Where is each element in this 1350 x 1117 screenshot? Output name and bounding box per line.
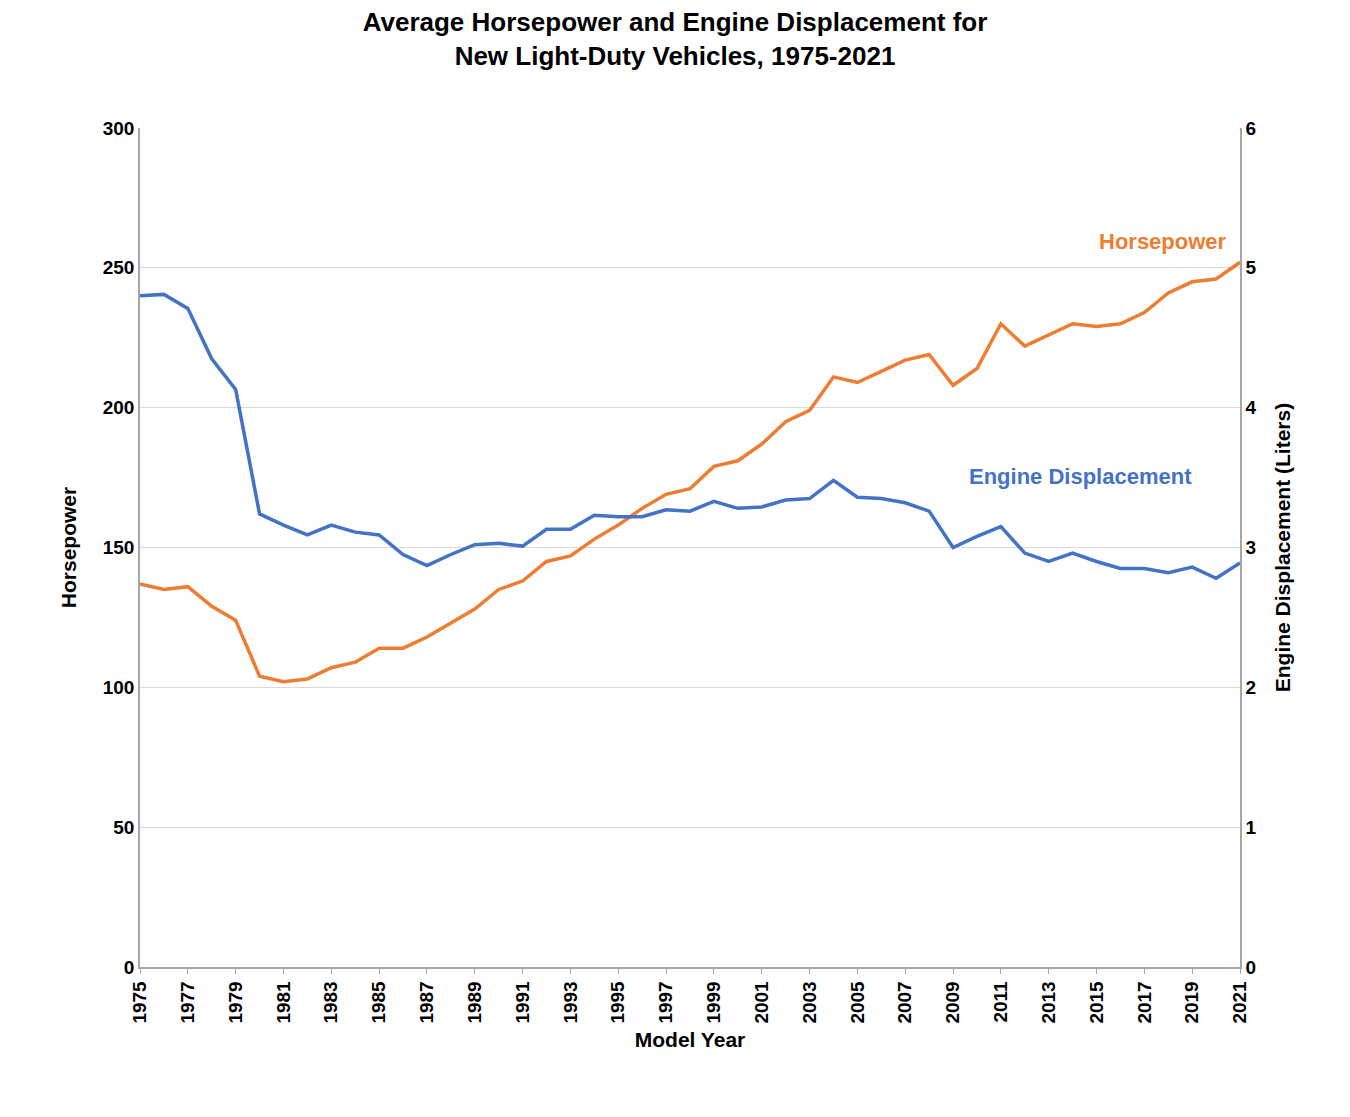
svg-text:150: 150 [103,537,135,558]
svg-text:1991: 1991 [512,981,533,1024]
svg-text:2009: 2009 [942,981,963,1023]
svg-text:1997: 1997 [655,981,676,1023]
svg-text:Engine Displacement (Liters): Engine Displacement (Liters) [1271,403,1294,692]
svg-text:100: 100 [103,677,135,698]
svg-text:1987: 1987 [416,981,437,1023]
svg-text:2013: 2013 [1038,981,1059,1023]
svg-text:1983: 1983 [320,981,341,1023]
svg-text:2007: 2007 [894,981,915,1023]
svg-text:2: 2 [1246,677,1257,698]
svg-text:2021: 2021 [1229,981,1250,1024]
svg-text:6: 6 [1246,118,1257,139]
svg-text:2005: 2005 [847,981,868,1024]
svg-text:5: 5 [1246,257,1257,278]
svg-text:1985: 1985 [368,981,389,1024]
svg-text:2001: 2001 [751,981,772,1024]
svg-text:250: 250 [103,257,135,278]
svg-text:0: 0 [124,957,135,978]
svg-text:2015: 2015 [1086,981,1107,1024]
svg-text:1975: 1975 [129,981,150,1024]
svg-text:2017: 2017 [1134,981,1155,1023]
svg-text:300: 300 [103,118,135,139]
svg-text:Horsepower: Horsepower [1099,229,1227,254]
svg-text:Horsepower: Horsepower [57,487,80,608]
svg-text:Model Year: Model Year [635,1028,746,1051]
svg-text:1: 1 [1246,817,1257,838]
svg-text:2011: 2011 [990,981,1011,1023]
svg-text:2019: 2019 [1181,981,1202,1023]
svg-text:3: 3 [1246,537,1257,558]
svg-text:1999: 1999 [703,981,724,1023]
svg-text:200: 200 [103,397,135,418]
svg-text:1981: 1981 [273,981,294,1024]
svg-text:1995: 1995 [607,981,628,1024]
svg-text:4: 4 [1246,397,1257,418]
svg-text:1989: 1989 [464,981,485,1023]
svg-text:Average Horsepower and Engine: Average Horsepower and Engine Displaceme… [363,7,988,71]
svg-text:50: 50 [113,817,134,838]
svg-text:1977: 1977 [177,981,198,1023]
svg-text:2003: 2003 [799,981,820,1023]
svg-text:1993: 1993 [560,981,581,1023]
svg-text:0: 0 [1246,957,1257,978]
svg-text:1979: 1979 [225,981,246,1023]
svg-text:Engine Displacement: Engine Displacement [969,464,1192,489]
